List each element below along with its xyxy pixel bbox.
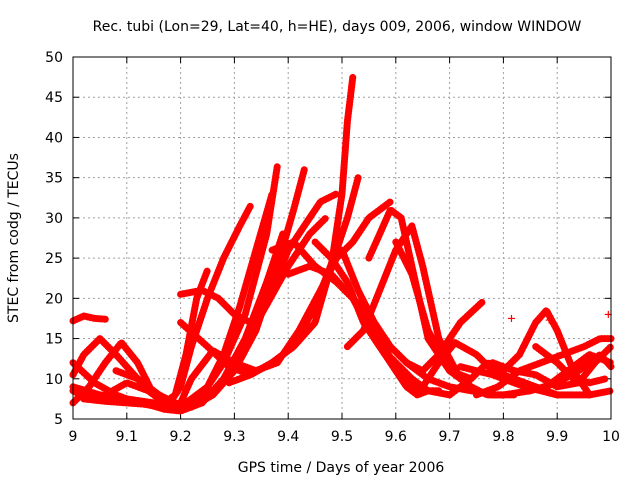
y-tick-label: 30 — [45, 211, 63, 227]
y-tick-label: 15 — [45, 332, 63, 348]
y-tick-label: 10 — [45, 372, 63, 388]
outlier-marker — [545, 316, 553, 324]
stec-series-arc-26 — [456, 363, 615, 399]
plot-frame — [72, 56, 612, 420]
y-tick-label: 50 — [45, 50, 63, 66]
stec-series-arc-11 — [177, 190, 341, 326]
x-tick-label: 9.5 — [331, 429, 353, 445]
x-tick-label: 9.8 — [492, 429, 514, 445]
stec-series-arc-01 — [69, 312, 109, 325]
y-tick-label: 35 — [45, 171, 63, 187]
x-tick-label: 9.2 — [169, 429, 191, 445]
y-tick-label: 45 — [45, 90, 63, 106]
y-tick-label: 20 — [45, 291, 63, 307]
x-tick-labels: 9 9.1 9.2 9.3 9.4 9.5 9.6 9.7 9.8 9.9 10 — [69, 429, 620, 445]
stec-series-arc-28 — [542, 351, 615, 391]
stec-series-arc-27 — [532, 343, 610, 387]
y-tick-label: 40 — [45, 130, 63, 146]
x-tick-label: 10 — [602, 429, 620, 445]
chart-title: Rec. tubi (Lon=29, Lat=40, h=HE), days 0… — [93, 19, 582, 35]
outlier-marker — [507, 314, 515, 322]
stec-traces — [69, 73, 615, 415]
y-tick-label: 5 — [54, 412, 63, 428]
x-tick-label: 9.7 — [438, 429, 460, 445]
y-tick-label: 25 — [45, 251, 63, 267]
x-axis-label: GPS time / Days of year 2006 — [238, 460, 445, 476]
y-tick-labels: 5 10 15 20 25 30 35 40 45 50 — [45, 50, 63, 428]
x-tick-label: 9 — [69, 429, 78, 445]
x-tick-label: 9.3 — [223, 429, 245, 445]
x-tick-label: 9.4 — [277, 429, 299, 445]
x-tick-label: 9.1 — [116, 429, 138, 445]
stec-series-arc-08 — [112, 214, 330, 411]
x-tick-label: 9.9 — [546, 429, 568, 445]
stec-series-arc-12 — [225, 174, 362, 387]
y-axis-label: STEC from codg / TECUs — [6, 153, 22, 323]
x-tick-label: 9.6 — [385, 429, 407, 445]
